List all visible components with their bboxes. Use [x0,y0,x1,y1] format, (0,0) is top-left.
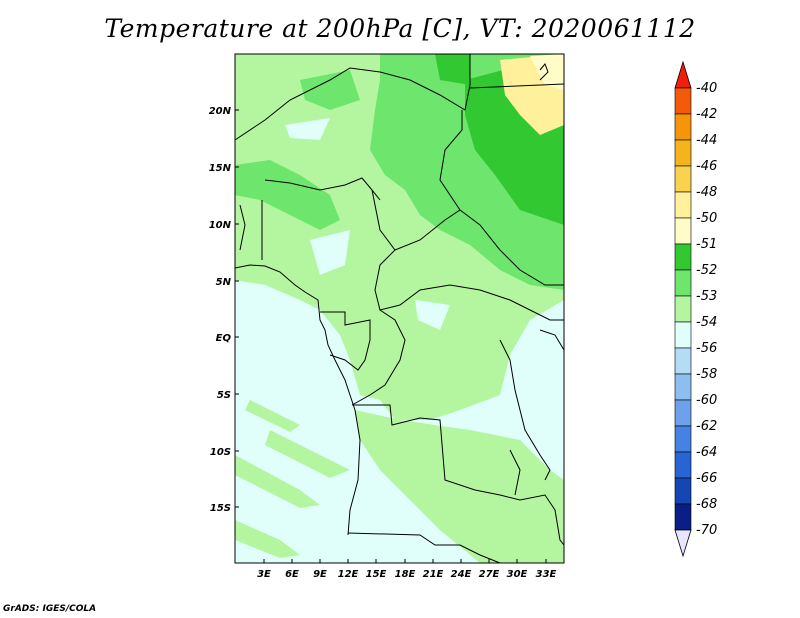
field-minus53-south [355,410,564,563]
map-frame [234,53,565,564]
lon-label: 24E [451,569,472,580]
lon-label: 33E [536,569,557,580]
field-minus54-patch3 [415,300,450,330]
lon-label: 9E [313,569,327,580]
colorbar-swatch [674,503,692,531]
colorbar-label: -68 [696,497,717,512]
lon-label: 15E [366,569,387,580]
colorbar-label: -51 [696,237,717,252]
colorbar-label: -52 [696,263,717,278]
map-title: Temperature at 200hPa [C], VT: 202006111… [104,14,696,43]
field-minus54-patch1 [285,118,330,140]
lat-label: 15N [209,163,232,174]
colorbar-swatch [674,451,692,479]
colorbar-label: -66 [696,471,717,486]
colorbar-swatch [674,139,692,167]
colorbar-label: -56 [696,341,717,356]
field-minus51-b [435,54,470,85]
colorbar-swatch [674,347,692,375]
field-minus52-west [235,160,340,230]
field-minus52-patch [300,70,360,110]
colorbar-label: -58 [696,367,717,382]
lon-label: 18E [395,569,416,580]
colorbar-label: -60 [696,393,717,408]
lon-label: 6E [285,569,299,580]
colorbar-label: -70 [696,523,717,538]
lon-label: 30E [507,569,528,580]
colorbar-swatch [674,269,692,297]
field-minus54-patch2 [310,230,350,275]
field-minus53-streak4 [245,400,300,432]
lat-label: 10S [210,447,231,458]
colorbar-swatch [674,399,692,427]
colorbar-swatch [674,477,692,505]
lon-label: 27E [479,569,500,580]
colorbar-label: -53 [696,289,717,304]
colorbar-swatch [674,295,692,323]
colorbar-swatch [674,217,692,245]
colorbar-label: -50 [696,211,717,226]
lat-label: 5S [217,390,231,401]
colorbar: -40 -42 -44 -46 -48 -50 -51 -52 -53 -54 … [674,60,717,558]
colorbar-swatch [674,87,692,115]
lat-label: 10N [209,220,232,231]
lon-axis: 3E 6E 9E 12E 15E 18E 21E 24E 27E 30E 33E [257,559,557,580]
coastlines-borders [234,54,565,564]
lat-label: 20N [209,106,232,117]
colorbar-swatch [674,165,692,193]
colorbar-label: -42 [696,107,717,122]
field-minus53-streak1 [265,430,350,478]
lat-label: 15S [210,503,231,514]
colorbar-label: -40 [696,81,717,96]
colorbar-swatch [674,373,692,401]
colorbar-bottom-arrow [674,529,692,558]
colorbar-label: -48 [696,185,717,200]
field-minus53-streak3 [235,520,300,558]
lon-label: 3E [257,569,271,580]
colorbar-label: -62 [696,419,717,434]
lat-label: EQ [216,333,232,344]
field-minus50-b [530,54,564,90]
colorbar-swatch [674,321,692,349]
colorbar-swatch [674,243,692,271]
colorbar-swatch [674,425,692,453]
field-minus53-streak2 [235,455,320,508]
colorbar-top-arrow [674,60,692,89]
lat-axis: 20N 15N 10N 5N EQ 5S 10S 15S [209,106,239,514]
colorbar-label: -54 [696,315,717,330]
colorbar-label: -64 [696,445,717,460]
colorbar-swatch [674,191,692,219]
map-panel [234,53,565,564]
colorbar-label: -46 [696,159,717,174]
colorbar-label: -44 [696,133,717,148]
lat-label: 5N [216,277,232,288]
credit-text: GrADS: IGES/COLA [3,604,97,614]
lon-label: 12E [338,569,359,580]
colorbar-swatch [674,113,692,141]
lon-label: 21E [423,569,444,580]
